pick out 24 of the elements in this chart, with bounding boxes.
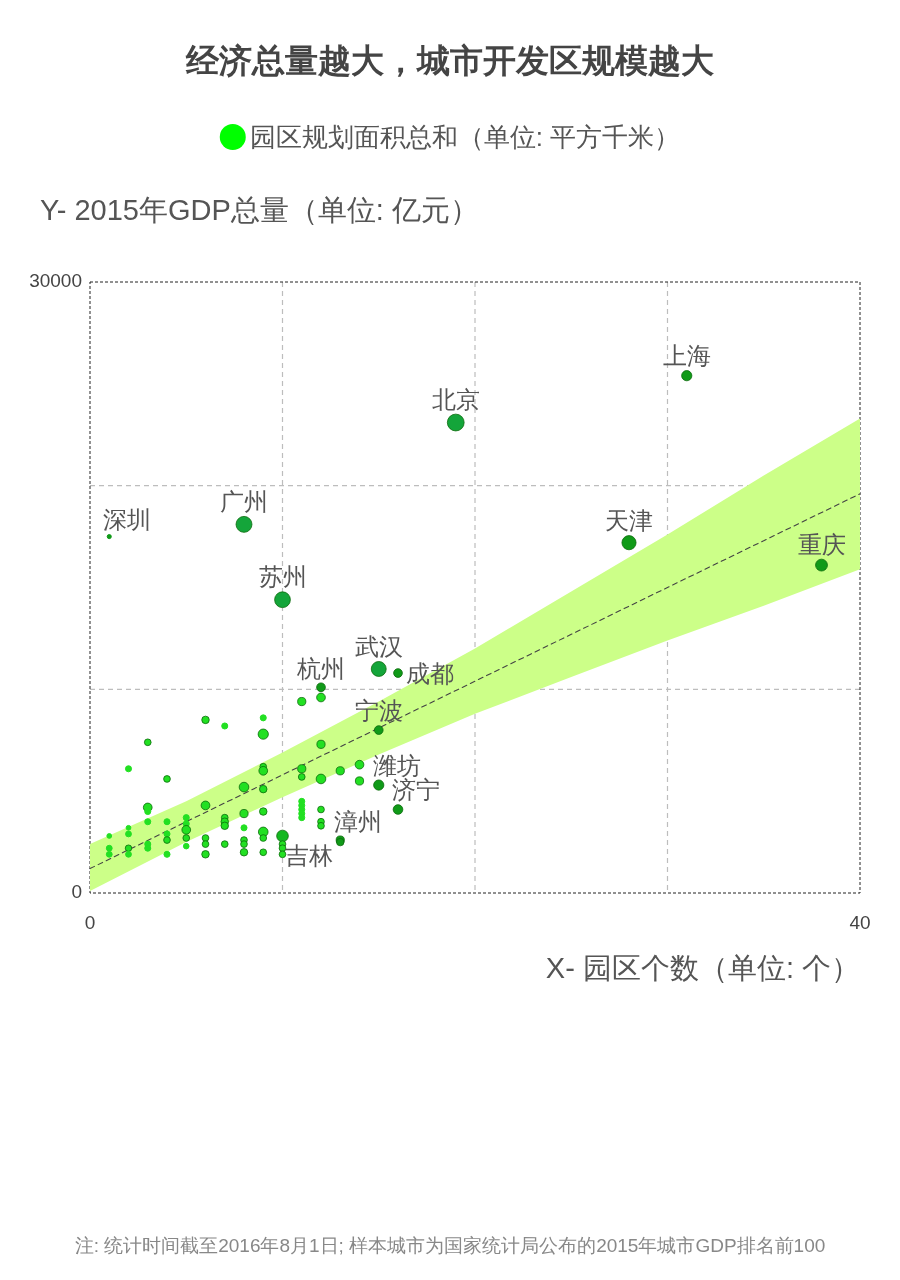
- point-label: 成都: [406, 659, 455, 687]
- point-label: 北京: [431, 385, 480, 413]
- point-label: 杭州: [297, 654, 345, 682]
- title: 经济总量越大，城市开发区规模越大: [186, 42, 714, 79]
- x-axis-title: X- 园区个数（单位: 个）: [545, 952, 860, 984]
- point-label: 漳州: [334, 807, 383, 835]
- point-label: 宁波: [354, 697, 403, 725]
- x-tick-label: 0: [84, 912, 96, 933]
- y-tick-label: 0: [71, 881, 82, 902]
- x-tick-label: 40: [849, 912, 871, 933]
- point-label: 济宁: [392, 776, 440, 804]
- point-label: 苏州: [258, 563, 307, 591]
- note: 注: 统计时间截至2016年8月1日; 样本城市为国家统计局公布的2015年城市GDP排名前100: [74, 1235, 826, 1256]
- point-label: 深圳: [103, 506, 152, 534]
- y-axis-title: Y- 2015年GDP总量（单位: 亿元）: [40, 194, 479, 226]
- point-label: 吉林: [284, 842, 333, 870]
- point-label: 上海: [662, 342, 711, 370]
- y-tick-label: 30000: [29, 270, 82, 291]
- point-label: 潍坊: [372, 751, 421, 779]
- point-label: 重庆: [797, 530, 846, 558]
- point-label: 广州: [220, 488, 268, 516]
- legend-label: 园区规划面积总和（单位: 平方千米）: [249, 122, 681, 152]
- point-label: 天津: [605, 507, 653, 535]
- point-label: 武汉: [354, 633, 403, 661]
